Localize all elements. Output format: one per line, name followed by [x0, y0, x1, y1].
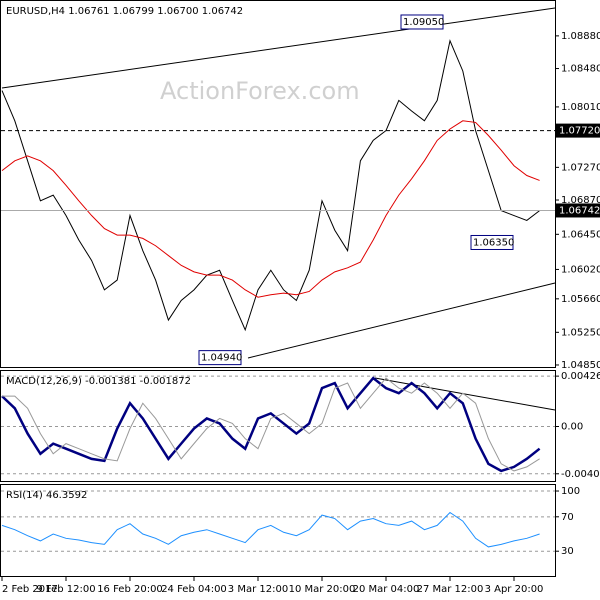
x-tick-label: 20 Mar 04:00 — [353, 584, 420, 595]
series-line — [1, 120, 540, 298]
x-tick-label: 3 Apr 20:00 — [485, 584, 544, 595]
trend-line — [374, 377, 556, 411]
annotation-label: 1.09050 — [403, 17, 444, 28]
x-tick-label: 9 Feb 12:00 — [36, 584, 95, 595]
annotation-label: 1.04940 — [201, 353, 242, 364]
x-tick-label: 16 Feb 20:00 — [97, 584, 163, 595]
trend-line — [247, 282, 556, 359]
panel-title: MACD(12,26,9) -0.001381 -0.001872 — [6, 376, 191, 387]
y-tick-label: 1.06020 — [561, 264, 600, 275]
y-tick-label: 70 — [561, 512, 574, 523]
level-box — [556, 123, 600, 138]
panel-title: EURUSD,H4 1.06761 1.06799 1.06700 1.0674… — [6, 6, 243, 17]
y-tick-label: 0.00 — [561, 422, 583, 433]
series-line — [1, 376, 541, 473]
x-tick-label: 10 Mar 20:00 — [289, 584, 356, 595]
trend-line — [1, 7, 556, 89]
watermark: ActionForex.com — [160, 77, 360, 105]
y-tick-label: 100 — [561, 486, 580, 497]
y-tick-label: -0.004004 — [561, 469, 600, 480]
y-tick-label: 1.08880 — [561, 31, 600, 42]
y-tick-label: 1.08480 — [561, 64, 600, 75]
y-tick-label: 30 — [561, 546, 574, 557]
last-label: 1.06742 — [559, 205, 600, 216]
y-tick-label: 1.05660 — [561, 294, 600, 305]
y-tick-label: 1.06870 — [561, 195, 600, 206]
annotation-box — [470, 234, 514, 250]
y-tick-label: 1.05250 — [561, 327, 600, 338]
annotation-box — [198, 350, 242, 366]
annotation-box — [400, 14, 444, 30]
series-line — [1, 39, 540, 332]
y-tick-label: 1.08010 — [561, 102, 600, 113]
x-tick-label: 24 Feb 04:00 — [161, 584, 227, 595]
annotation-label: 1.06350 — [473, 237, 514, 248]
y-tick-label: 1.07270 — [561, 162, 600, 173]
y-tick-label: 1.04850 — [561, 360, 600, 371]
x-tick-label: 2 Feb 2017 — [2, 584, 58, 595]
y-tick-label: 1.06450 — [561, 229, 600, 240]
level-label: 1.07720 — [559, 126, 600, 137]
series-line — [1, 511, 540, 548]
series-line — [2, 377, 540, 472]
rsi-frame — [0, 484, 556, 577]
panel-title: RSI(14) 46.3592 — [6, 490, 87, 501]
y-tick-label: 0.004266 — [561, 371, 600, 382]
x-tick-label: 3 Mar 12:00 — [228, 584, 288, 595]
price-frame — [0, 0, 556, 368]
last-box — [556, 203, 600, 218]
x-tick-label: 27 Mar 12:00 — [417, 584, 484, 595]
